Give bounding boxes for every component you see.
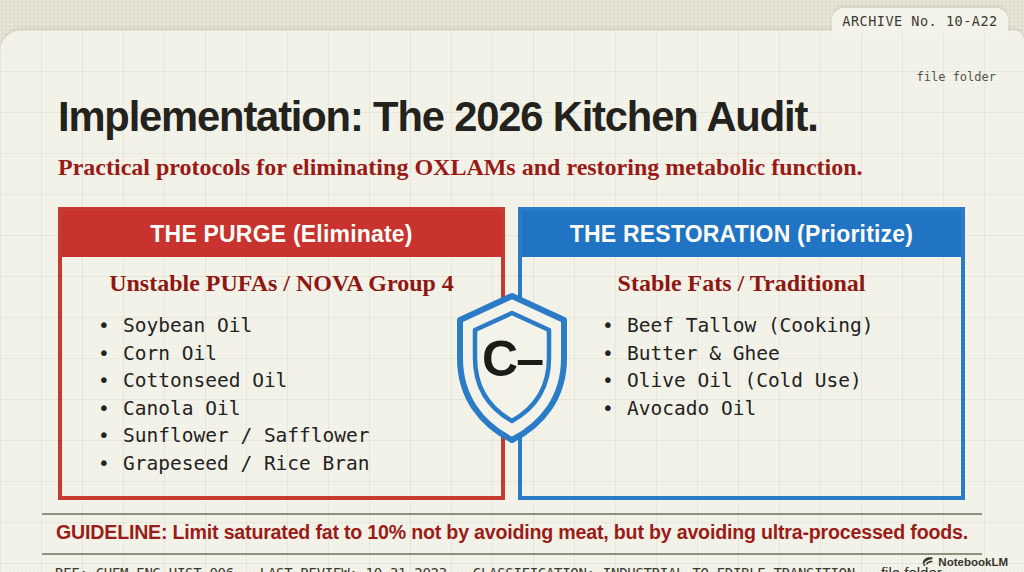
notebooklm-brand-label: NotebookLM	[938, 556, 1008, 568]
file-folder-label-top: file folder	[917, 70, 996, 84]
page-subtitle: Practical protocols for eliminating OXLA…	[58, 154, 863, 181]
footer-metadata: REF: CHEM-ENG-HIST-006 LAST REVIEW: 10.3…	[55, 564, 994, 572]
restoration-list: Beef Tallow (Cooking) Butter & Ghee Oliv…	[600, 312, 961, 422]
list-item: Corn Oil	[96, 340, 501, 368]
divider-line	[42, 513, 982, 515]
list-item: Avocado Oil	[600, 395, 961, 423]
footer-ref: REF: CHEM-ENG-HIST-006	[55, 565, 234, 572]
list-item: Canola Oil	[96, 395, 501, 423]
list-item: Soybean Oil	[96, 312, 501, 340]
divider-line	[42, 553, 982, 555]
list-item: Olive Oil (Cold Use)	[600, 367, 961, 395]
archive-number-label: ARCHIVE No. 10-A22	[842, 13, 997, 29]
list-item: Sunflower / Safflower	[96, 422, 501, 450]
list-item: Butter & Ghee	[600, 340, 961, 368]
notebooklm-watermark: NotebookLM	[921, 555, 1008, 568]
guideline-text: GUIDELINE: Limit saturated fat to 10% no…	[51, 521, 972, 544]
list-item: Cottonseed Oil	[96, 367, 501, 395]
restoration-column-header: THE RESTORATION (Prioritize)	[522, 211, 961, 257]
footer-last-review: LAST REVIEW: 10.31.2023	[260, 565, 447, 572]
list-item: Grapeseed / Rice Bran	[96, 450, 501, 478]
file-folder-page: file folder Implementation: The 2026 Kit…	[0, 30, 1024, 572]
purge-column-subheading: Unstable PUFAs / NOVA Group 4	[62, 270, 501, 297]
purge-column-header: THE PURGE (Eliminate)	[62, 211, 501, 257]
grade-value: C–	[450, 330, 574, 388]
archive-folder-tab: ARCHIVE No. 10-A22	[832, 8, 1008, 34]
purge-list: Soybean Oil Corn Oil Cottonseed Oil Cano…	[96, 312, 501, 477]
page-title: Implementation: The 2026 Kitchen Audit.	[58, 92, 818, 141]
purge-column: THE PURGE (Eliminate) Unstable PUFAs / N…	[58, 207, 505, 500]
list-item: Beef Tallow (Cooking)	[600, 312, 961, 340]
notebooklm-logo-icon	[921, 555, 934, 568]
restoration-column: THE RESTORATION (Prioritize) Stable Fats…	[518, 207, 965, 500]
grade-shield-badge: C–	[450, 292, 574, 444]
restoration-column-subheading: Stable Fats / Traditional	[522, 270, 961, 297]
footer-classification: CLASSIFICATION: INDUSTRIAL TO EDIBLE TRA…	[473, 565, 855, 572]
